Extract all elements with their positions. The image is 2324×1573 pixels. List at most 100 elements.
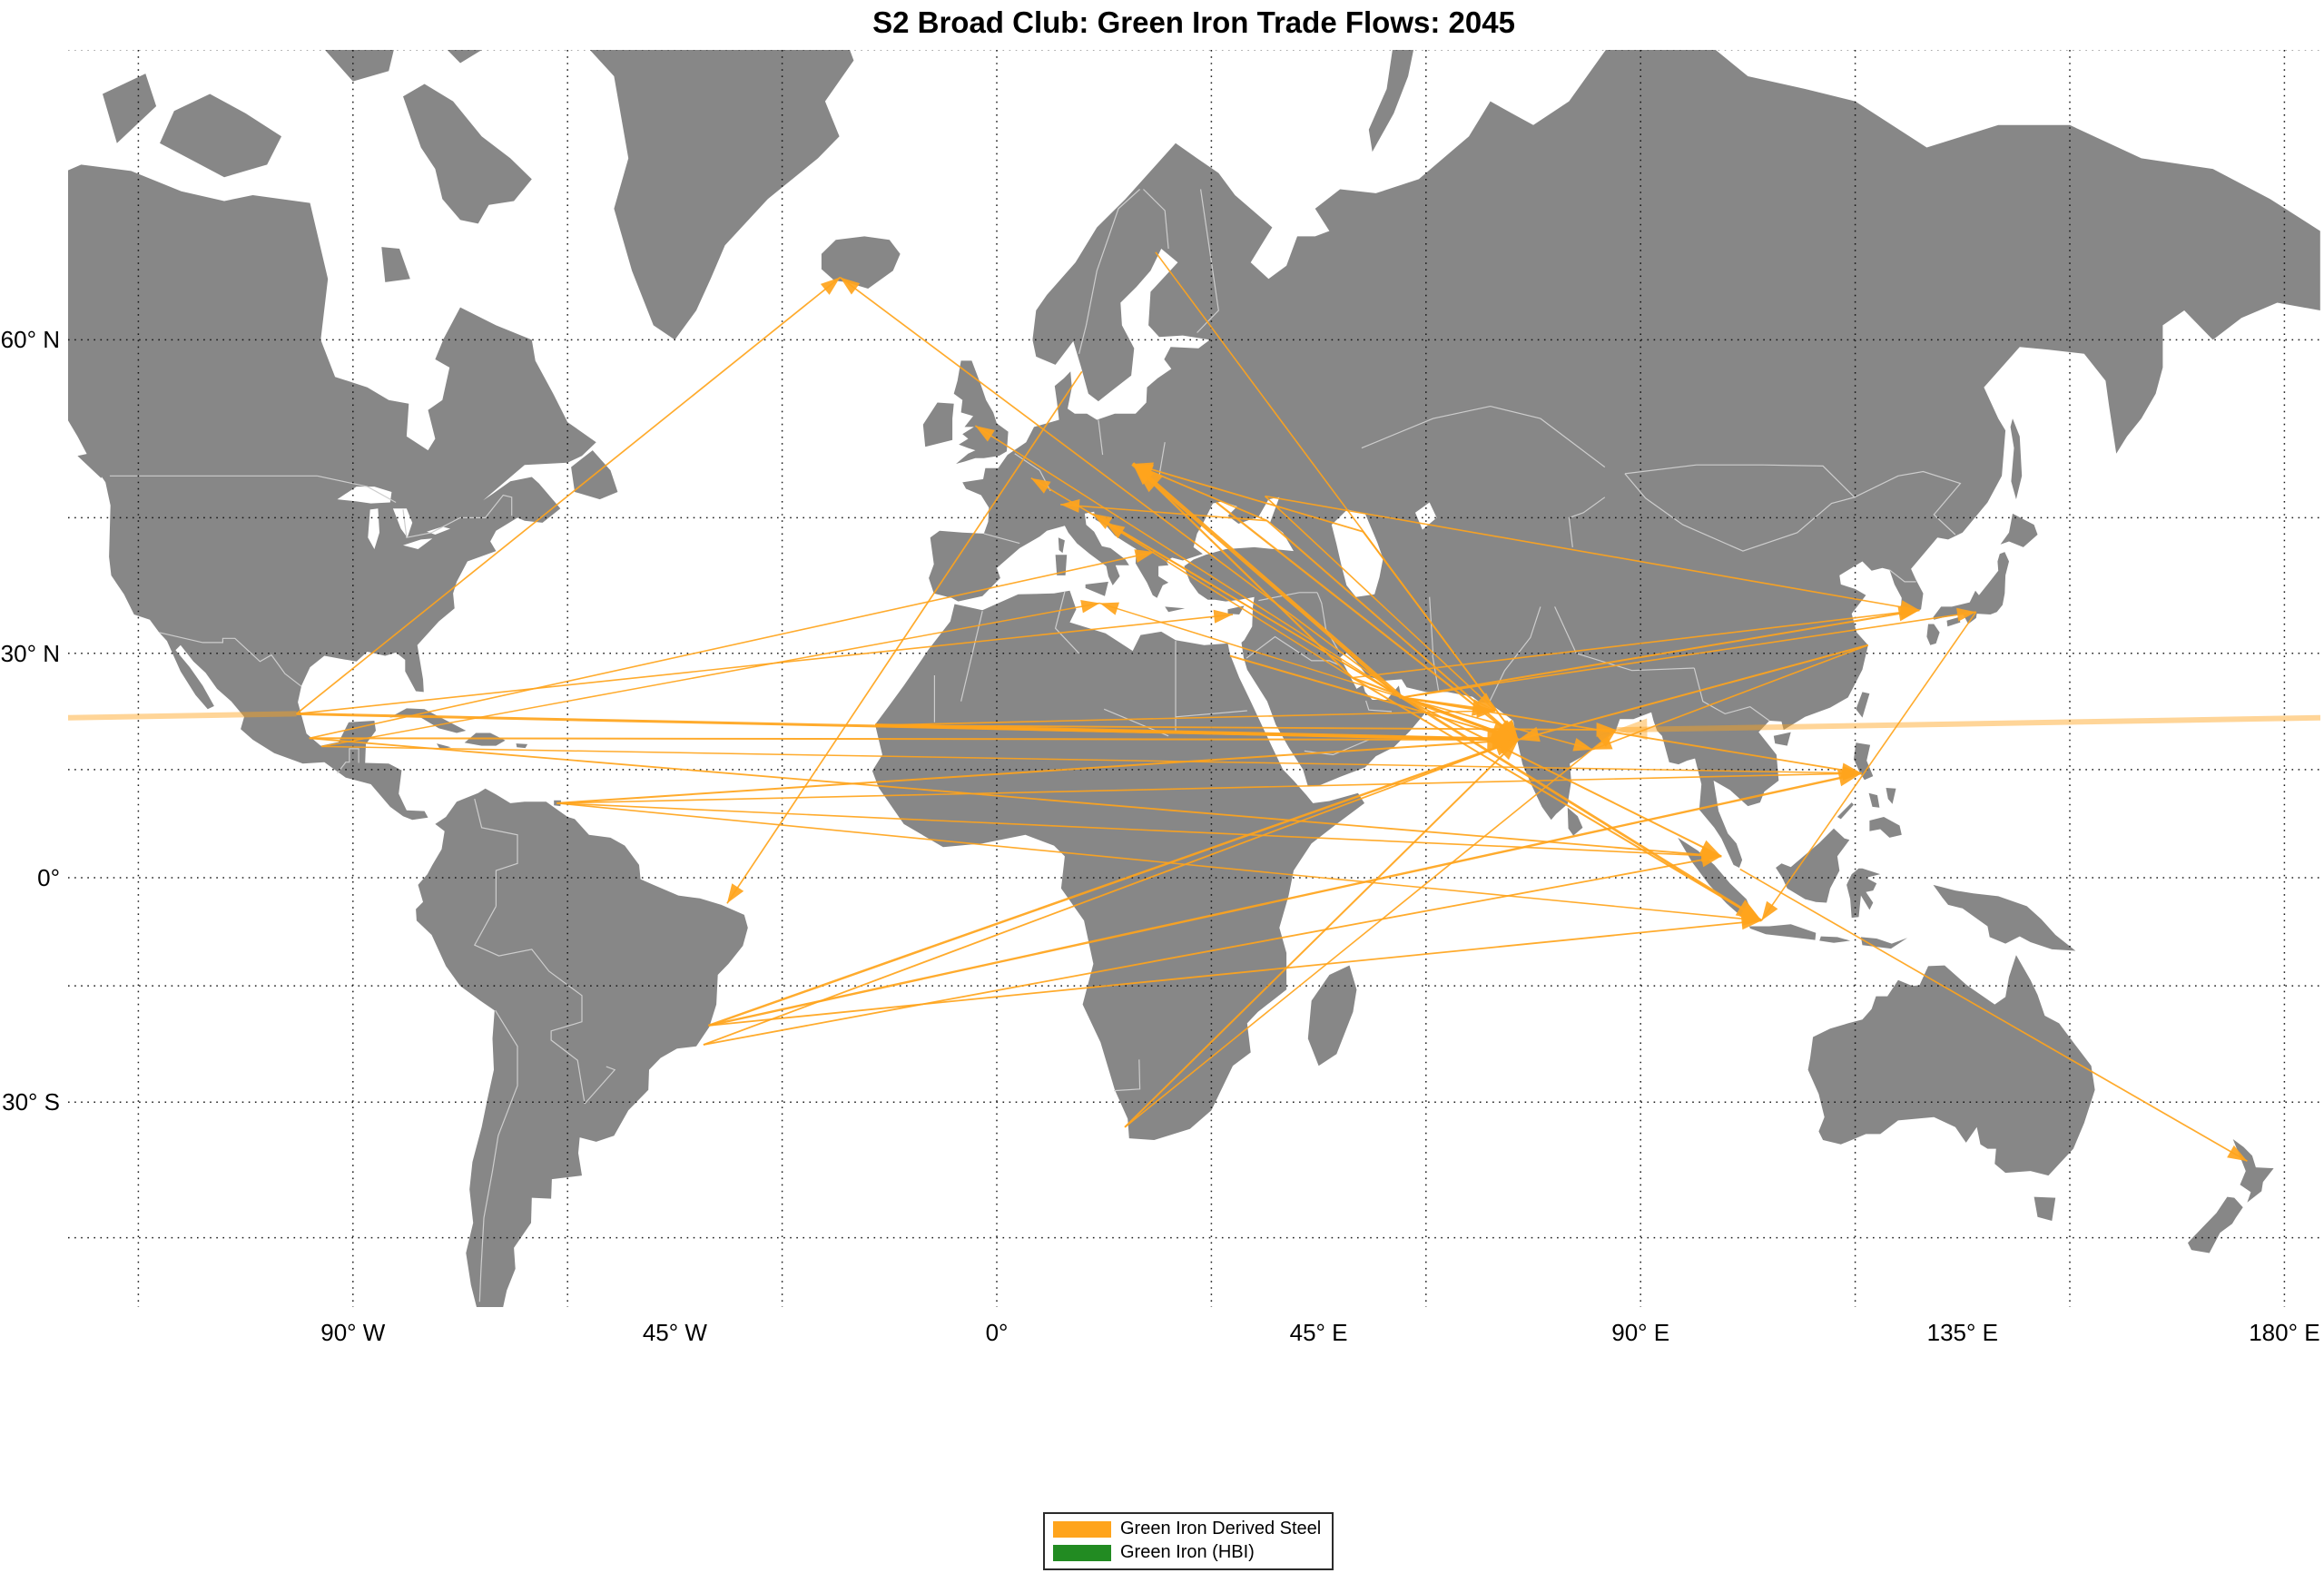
landmass — [447, 50, 482, 64]
figure-title: S2 Broad Club: Green Iron Trade Flows: 2… — [872, 5, 1515, 39]
flow-line — [1352, 609, 1920, 679]
country-border — [1304, 739, 1370, 756]
flow-arrowhead — [1132, 464, 1154, 478]
flow-arrowhead — [1700, 852, 1722, 868]
flow-arrowhead — [1080, 600, 1100, 614]
lake — [392, 508, 413, 538]
landmass — [2034, 1196, 2056, 1221]
country-border — [337, 748, 359, 774]
country-border — [478, 1009, 518, 1303]
flow-line — [1132, 463, 1268, 522]
flow-line — [708, 919, 1762, 1027]
flow-line — [1616, 714, 2320, 733]
landmass — [1837, 802, 1854, 820]
landmass — [77, 453, 106, 478]
country-border — [473, 906, 586, 1105]
legend-item: Green Iron (HBI) — [1053, 1542, 1321, 1563]
landmass — [1926, 624, 1940, 645]
flow-arrowhead — [1476, 693, 1496, 711]
flow-arrowhead — [840, 277, 861, 295]
country-border — [1361, 405, 1606, 468]
flow-line — [309, 737, 1519, 741]
lon-tick-label: 180° E — [2249, 1319, 2320, 1346]
flow-line — [309, 737, 1722, 858]
lon-tick-label: 45° W — [642, 1319, 707, 1346]
flow-arrowhead — [1030, 477, 1051, 494]
flow-line — [1401, 696, 1763, 922]
lon-tick-label: 45° E — [1289, 1319, 1348, 1346]
landmass — [589, 50, 854, 340]
flow-line — [1229, 654, 1519, 741]
lake — [403, 538, 433, 549]
country-border — [1158, 442, 1166, 477]
legend-swatch-icon — [1053, 1544, 1111, 1561]
country-border — [584, 1066, 616, 1105]
country-border — [1098, 419, 1104, 456]
landmass — [1819, 936, 1851, 943]
landmass — [1085, 581, 1108, 596]
landmass — [416, 788, 748, 1307]
lake — [1331, 509, 1384, 597]
landmass — [381, 247, 410, 282]
graticule — [68, 50, 2320, 1307]
flow-arrowhead — [1592, 736, 1613, 750]
lat-tick-label: 30° S — [2, 1088, 60, 1116]
landmass — [2010, 418, 2023, 500]
flow-line — [1401, 696, 1722, 858]
legend-swatch-icon — [1053, 1520, 1111, 1538]
country-border — [402, 494, 513, 538]
country-border — [1258, 592, 1317, 602]
landmass — [1749, 924, 1817, 940]
country-border — [159, 632, 302, 687]
flow-arrowhead — [1596, 723, 1617, 737]
flow-arrowhead — [1761, 900, 1778, 921]
landmass — [1773, 732, 1791, 746]
legend-item: Green Iron Derived Steel — [1053, 1519, 1321, 1539]
flow-arrowhead — [1741, 911, 1762, 926]
flow-arrowhead — [820, 277, 841, 295]
landmass — [160, 93, 281, 178]
flow-line — [875, 724, 1617, 732]
flow-line — [703, 855, 1722, 1046]
flow-line — [320, 602, 1100, 748]
country-border — [474, 798, 518, 907]
landmass — [1886, 788, 1896, 804]
country-border — [317, 475, 397, 504]
flow-arrowhead — [1092, 513, 1113, 529]
flow-line — [296, 614, 1234, 715]
landmass — [1307, 965, 1357, 1067]
flow-line — [1739, 868, 2248, 1162]
lakes — [337, 487, 1437, 597]
flow-line — [1155, 251, 1520, 741]
landmass — [1946, 616, 1961, 627]
country-border — [1316, 592, 1341, 654]
country-border — [1054, 591, 1080, 654]
landmass — [1933, 552, 2009, 624]
flow-line — [708, 772, 1862, 1027]
lat-tick-label: 30° N — [0, 639, 60, 667]
landmass — [1776, 828, 1850, 903]
landmass — [1933, 884, 2076, 951]
landmass — [403, 84, 532, 224]
flow-line — [1092, 513, 1403, 699]
country-border — [1114, 1059, 1141, 1092]
country-border — [1365, 700, 1393, 713]
flow-line — [556, 738, 1519, 804]
landmass — [1368, 50, 1414, 152]
landmass — [821, 236, 901, 289]
landmass — [922, 402, 954, 447]
flow-arrowhead — [1099, 602, 1119, 615]
flow-line — [1132, 463, 1364, 533]
lake — [368, 508, 379, 549]
landmass — [516, 743, 528, 749]
flow-line — [974, 425, 1403, 699]
flow-line — [1401, 696, 1593, 751]
flow-line — [1124, 729, 1617, 1128]
flow-line — [1265, 495, 1920, 612]
landmass — [1846, 868, 1881, 919]
country-border — [1624, 464, 1856, 552]
flow-line — [1401, 696, 1862, 774]
flow-line — [309, 551, 1155, 740]
landmass — [389, 708, 467, 733]
